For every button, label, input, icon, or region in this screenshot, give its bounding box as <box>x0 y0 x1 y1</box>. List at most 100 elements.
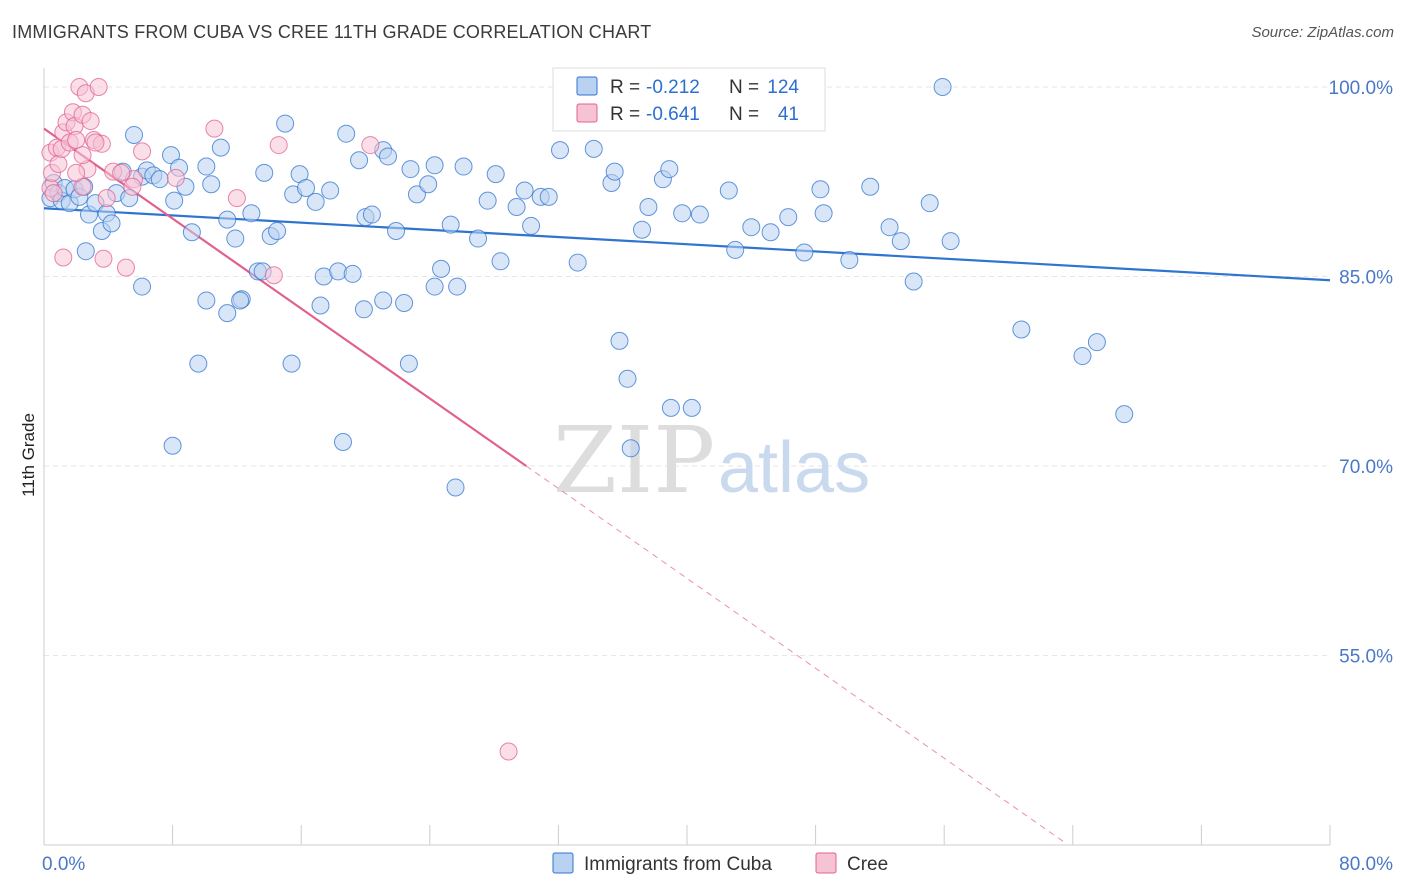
data-point-cuba <box>231 291 250 310</box>
data-point-cree <box>361 136 380 155</box>
trend-line-cuba <box>43 207 1331 282</box>
data-point-cuba <box>226 229 245 248</box>
legend-n-value-2: 41 <box>778 104 799 125</box>
data-point-cuba <box>1115 405 1134 424</box>
data-point-cuba <box>276 114 295 133</box>
data-point-cuba <box>395 293 414 312</box>
data-point-cuba <box>448 277 467 296</box>
legend-r-label-2: R = <box>610 104 640 125</box>
data-point-cuba <box>102 214 121 233</box>
data-point-cree <box>269 136 288 155</box>
data-point-cuba <box>761 223 780 242</box>
data-point-cuba <box>861 177 880 196</box>
data-point-cuba <box>432 259 451 278</box>
data-point-cuba <box>539 187 558 206</box>
data-point-cuba <box>639 197 658 216</box>
data-point-cree <box>89 77 108 96</box>
data-point-cuba <box>811 180 830 199</box>
data-point-cuba <box>491 252 510 271</box>
data-point-cuba <box>661 398 680 417</box>
watermark: ZIP atlas <box>553 407 870 514</box>
data-point-cuba <box>161 146 180 165</box>
data-point-cuba <box>350 151 369 170</box>
data-point-cree <box>44 184 63 203</box>
data-point-cuba <box>150 170 169 189</box>
data-point-cree <box>227 189 246 208</box>
data-point-cuba <box>333 432 352 451</box>
data-point-cuba <box>1087 333 1106 352</box>
data-point-cuba <box>742 218 761 237</box>
data-point-cree <box>264 266 283 285</box>
data-point-cuba <box>880 218 899 237</box>
data-point-cuba <box>218 210 237 229</box>
data-point-cuba <box>618 369 637 388</box>
bottom-legend-swatch-cuba <box>552 852 574 874</box>
data-point-cuba <box>321 181 340 200</box>
data-point-cuba <box>202 175 221 194</box>
data-point-cuba <box>840 251 859 270</box>
data-point-cuba <box>920 194 939 213</box>
data-point-cuba <box>568 253 587 272</box>
data-point-cuba <box>282 354 301 373</box>
y-tick-label: 85.0% <box>1339 267 1393 288</box>
data-point-cree <box>94 249 113 268</box>
data-point-cuba <box>379 147 398 166</box>
data-point-cuba <box>211 138 230 157</box>
data-point-cuba <box>387 221 406 240</box>
legend-n-label-1: N = <box>729 77 759 98</box>
chart-title: IMMIGRANTS FROM CUBA VS CREE 11TH GRADE … <box>12 22 652 42</box>
bottom-legend-label-cuba: Immigrants from Cuba <box>584 854 772 875</box>
data-point-cuba <box>814 204 833 223</box>
data-point-cree <box>67 131 86 150</box>
data-point-cuba <box>690 205 709 224</box>
data-point-cuba <box>522 216 541 235</box>
bottom-legend-label-cree: Cree <box>847 854 888 875</box>
data-point-cuba <box>941 232 960 251</box>
data-point-cree <box>67 163 86 182</box>
data-point-cuba <box>904 272 923 291</box>
data-point-cuba <box>507 197 526 216</box>
data-point-cuba <box>795 243 814 262</box>
watermark-zip: ZIP <box>553 407 715 514</box>
data-point-cuba <box>1073 347 1092 366</box>
data-point-cuba <box>189 354 208 373</box>
data-point-cuba <box>197 291 216 310</box>
data-point-cuba <box>551 141 570 160</box>
data-point-cuba <box>660 160 679 179</box>
x-tick-marks <box>43 825 1331 845</box>
data-point-cuba <box>133 277 152 296</box>
data-point-cree <box>123 177 142 196</box>
data-point-cuba <box>425 277 444 296</box>
legend-r-value-2: -0.641 <box>646 104 700 125</box>
data-point-cuba <box>584 139 603 158</box>
y-tick-label: 100.0% <box>1329 78 1394 99</box>
data-point-cuba <box>605 162 624 181</box>
data-point-cuba <box>343 264 362 283</box>
x-tick-label-end: 80.0% <box>1339 854 1393 875</box>
data-point-cree <box>54 248 73 267</box>
data-point-cuba <box>407 185 426 204</box>
data-point-cree <box>166 168 185 187</box>
data-point-cree <box>73 146 92 165</box>
legend-r-value-1: -0.212 <box>646 77 700 98</box>
data-point-cree <box>116 258 135 277</box>
data-point-cuba <box>515 181 534 200</box>
y-tick-label: 55.0% <box>1339 646 1393 667</box>
data-point-cuba <box>673 204 692 223</box>
data-point-cree <box>97 189 116 208</box>
data-point-cuba <box>401 160 420 179</box>
data-point-cuba <box>76 242 95 261</box>
data-point-cuba <box>311 296 330 315</box>
bottom-legend-swatch-cree <box>815 852 837 874</box>
data-point-cuba <box>726 240 745 259</box>
data-point-cuba <box>306 192 325 211</box>
data-point-cuba <box>719 181 738 200</box>
data-point-cree <box>205 119 224 138</box>
data-point-cuba <box>1012 320 1031 339</box>
bottom-legend: Immigrants from Cuba Cree <box>552 852 888 875</box>
y-tick-labels: 100.0% 85.0% 70.0% 55.0% <box>1329 78 1394 668</box>
data-point-cuba <box>682 398 701 417</box>
data-point-cuba <box>632 220 651 239</box>
data-point-cuba <box>218 304 237 323</box>
